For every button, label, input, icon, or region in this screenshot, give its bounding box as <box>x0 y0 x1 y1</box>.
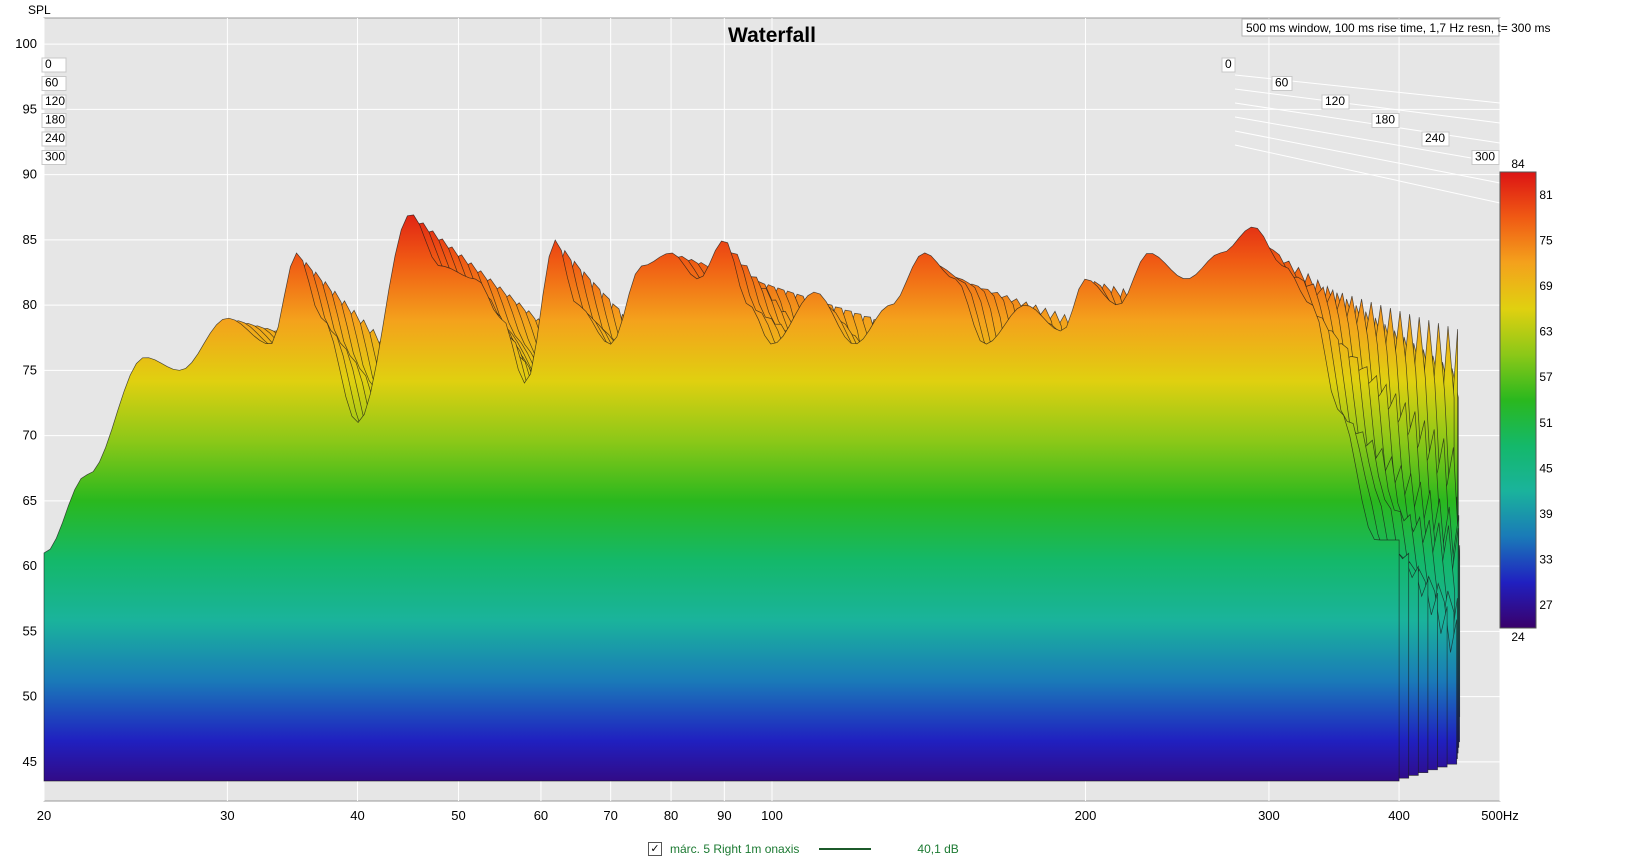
y-tick-label: 70 <box>23 428 37 443</box>
window-info-box <box>1241 18 1500 37</box>
x-tick-label: 30 <box>220 808 234 823</box>
y-tick-label: 90 <box>23 167 37 182</box>
svg-text:180: 180 <box>1375 113 1395 127</box>
y-tick-label: 65 <box>23 493 37 508</box>
x-tick-label: 60 <box>534 808 548 823</box>
colorbar-tick-label: 69 <box>1539 279 1553 293</box>
colorbar-gradient <box>1499 171 1537 629</box>
colorbar-tick-label: 27 <box>1539 598 1553 612</box>
legend-checkbox[interactable]: ✓ <box>648 842 662 856</box>
svg-text:300: 300 <box>1475 150 1495 164</box>
legend: ✓ márc. 5 Right 1m onaxis 40,1 dB <box>648 840 959 858</box>
time-label-left: 120 <box>41 94 67 110</box>
time-label-left: 300 <box>41 150 67 165</box>
x-tick-label: 70 <box>603 808 617 823</box>
legend-line-sample <box>819 848 872 850</box>
time-label-left: 240 <box>41 131 67 147</box>
y-axis-ticks: 45 50 55 60 65 70 75 80 85 90 95 100 <box>15 36 37 769</box>
colorbar-tick-label: 81 <box>1539 188 1553 202</box>
colorbar-tick-label: 51 <box>1539 416 1553 430</box>
svg-text:0: 0 <box>45 57 52 71</box>
y-tick-label: 45 <box>23 754 37 769</box>
x-tick-label: 400 <box>1388 808 1410 823</box>
time-grid-line <box>1234 102 1501 144</box>
svg-text:0: 0 <box>1225 57 1232 71</box>
x-tick-label: 90 <box>717 808 731 823</box>
window-info: 500 ms window, 100 ms rise time, 1,7 Hz … <box>1246 21 1550 35</box>
y-tick-label: 100 <box>15 36 37 51</box>
time-label-left: 0 <box>41 57 67 73</box>
x-tick-label: 100 <box>761 808 783 823</box>
time-label-right: 120 <box>1321 94 1350 110</box>
x-tick-label: 500Hz <box>1481 808 1519 823</box>
svg-text:240: 240 <box>1425 131 1445 145</box>
svg-text:120: 120 <box>1325 94 1345 108</box>
time-grid-line <box>1234 88 1501 124</box>
y-tick-label: 80 <box>23 297 37 312</box>
colorbar-tick-label: 63 <box>1539 325 1553 339</box>
svg-text:180: 180 <box>45 113 65 127</box>
colorbar-tick-label: 33 <box>1539 553 1553 567</box>
x-tick-label: 20 <box>37 808 51 823</box>
colorbar-tick-label: 45 <box>1539 461 1553 475</box>
x-tick-label: 200 <box>1075 808 1097 823</box>
time-grid-line <box>1234 144 1501 204</box>
time-label-left: 180 <box>41 113 67 128</box>
svg-text:120: 120 <box>45 94 65 108</box>
colorbar: 84 81 75 69 63 57 51 45 39 33 27 24 <box>1499 157 1553 644</box>
x-tick-label: 80 <box>664 808 678 823</box>
x-tick-label: 40 <box>350 808 364 823</box>
svg-text:300: 300 <box>45 150 65 164</box>
x-tick-label: 300 <box>1258 808 1280 823</box>
svg-text:60: 60 <box>45 76 59 90</box>
time-label-right: 0 <box>1221 57 1236 73</box>
y-tick-label: 60 <box>23 558 37 573</box>
y-tick-label: 55 <box>23 623 37 638</box>
x-axis-ticks: 20 30 40 50 60 70 80 90 100 200 300 400 500Hz <box>37 808 1519 823</box>
colorbar-tick-label: 57 <box>1539 370 1553 384</box>
legend-value: 40,1 dB <box>917 842 959 856</box>
legend-label: márc. 5 Right 1m onaxis <box>670 842 800 856</box>
y-tick-label: 95 <box>23 101 37 116</box>
y-tick-label: 75 <box>23 362 37 377</box>
time-label-left: 60 <box>41 76 67 91</box>
time-label-right: 60 <box>1271 76 1293 91</box>
time-label-right: 180 <box>1371 113 1400 128</box>
colorbar-tick-label: 75 <box>1539 233 1553 247</box>
y-tick-label: 85 <box>23 232 37 247</box>
waterfall-slice <box>43 214 1400 782</box>
time-grid-line <box>1234 116 1501 164</box>
svg-text:60: 60 <box>1275 76 1289 90</box>
chart-title: Waterfall <box>728 24 816 47</box>
time-grid-line <box>1234 130 1501 184</box>
svg-text:240: 240 <box>45 131 65 145</box>
time-label-right: 300 <box>1471 150 1500 165</box>
colorbar-tick-label: 39 <box>1539 507 1553 521</box>
colorbar-tick-label: 24 <box>1511 630 1525 644</box>
y-tick-label: 50 <box>23 689 37 704</box>
waterfall-slices <box>43 214 1461 782</box>
colorbar-tick-label: 84 <box>1511 157 1525 171</box>
time-label-right: 240 <box>1421 131 1450 147</box>
time-axis-labels: 0 0 60 60 120 120 180 180 240 240 300 300 <box>41 57 1500 165</box>
x-tick-label: 50 <box>451 808 465 823</box>
y-axis-label: SPL <box>28 3 51 17</box>
